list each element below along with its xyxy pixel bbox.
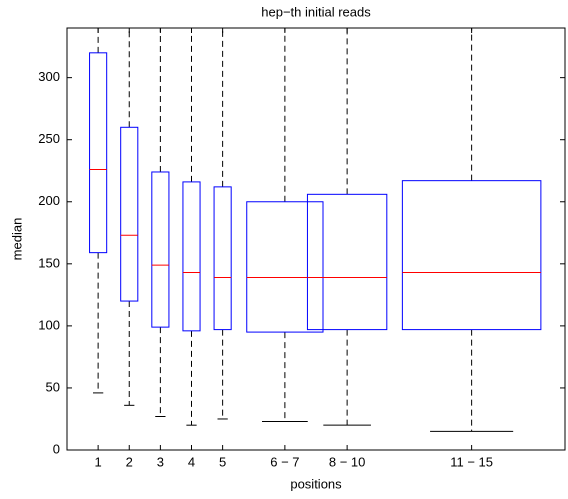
- box: [151, 171, 170, 328]
- y-tick-label: 150: [38, 255, 60, 270]
- y-tick-label: 200: [38, 193, 60, 208]
- box: [120, 126, 139, 302]
- y-tick-label: 250: [38, 131, 60, 146]
- x-tick-label: 6 − 7: [270, 454, 299, 469]
- x-tick-label: 4: [188, 454, 195, 469]
- box: [401, 180, 542, 331]
- box: [89, 52, 108, 254]
- axes-frame: [66, 27, 566, 451]
- y-tick-label: 0: [53, 441, 60, 456]
- box: [246, 201, 324, 333]
- x-tick-label: 5: [219, 454, 226, 469]
- x-tick-label: 2: [126, 454, 133, 469]
- x-tick-label: 1: [95, 454, 102, 469]
- x-axis-label: positions: [290, 476, 342, 491]
- chart-title: hep−th initial reads: [261, 4, 371, 19]
- y-tick-label: 300: [38, 69, 60, 84]
- x-tick-label: 3: [157, 454, 164, 469]
- y-axis-label: median: [9, 218, 24, 261]
- box: [306, 193, 388, 331]
- y-tick-label: 50: [46, 379, 60, 394]
- plot-area: [89, 28, 542, 432]
- box: [182, 181, 201, 332]
- y-tick-label: 100: [38, 317, 60, 332]
- box: [213, 186, 232, 331]
- x-tick-label: 8 − 10: [329, 454, 366, 469]
- x-tick-label: 11 − 15: [450, 454, 493, 469]
